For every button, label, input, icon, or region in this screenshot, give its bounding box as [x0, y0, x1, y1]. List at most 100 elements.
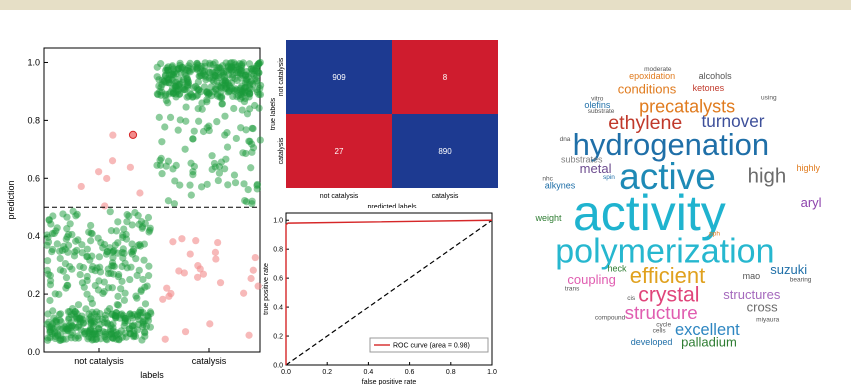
correct-prediction-point — [164, 197, 173, 205]
correct-prediction-point — [87, 237, 95, 245]
correct-prediction-point — [224, 88, 232, 96]
word-cloud-word: trans — [565, 285, 580, 292]
correct-prediction-point — [223, 129, 231, 137]
misclassified-point — [175, 267, 183, 275]
misclassified-point — [199, 270, 208, 278]
correct-prediction-point — [247, 164, 255, 172]
correct-prediction-point — [103, 248, 111, 256]
roc-curve-chart: 0.0 0.2 0.4 0.6 0.8 1.0 0.0 0.2 0.4 0.6 0.8 1.0 fals… — [263, 212, 497, 386]
correct-prediction-point — [46, 327, 54, 335]
misclassified-point — [77, 182, 85, 191]
x-axis-label: predicted labels — [367, 204, 417, 208]
correct-prediction-point — [186, 59, 194, 67]
misclassified-point — [193, 273, 202, 281]
correct-prediction-point — [212, 72, 220, 80]
correct-prediction-point — [65, 315, 73, 323]
correct-prediction-point — [122, 230, 130, 239]
misclassified-point — [214, 238, 222, 247]
correct-prediction-point — [155, 113, 163, 121]
word-cloud-word: nhc — [542, 176, 553, 183]
correct-prediction-point — [157, 154, 165, 162]
correct-prediction-point — [244, 186, 252, 194]
word-cloud-word: cis — [627, 295, 636, 302]
misclassified-point — [194, 262, 202, 270]
correct-prediction-point — [45, 216, 53, 224]
misclassified-point — [180, 269, 188, 277]
correct-prediction-point — [134, 320, 143, 329]
correct-prediction-point — [164, 157, 173, 165]
y-tick-label: 1.0 — [27, 57, 40, 67]
correct-prediction-point — [100, 288, 108, 296]
correct-prediction-point — [174, 126, 182, 134]
misclassified-point — [169, 238, 177, 246]
word-cloud-word: vitro — [591, 95, 604, 102]
correct-prediction-point — [205, 122, 213, 130]
correct-prediction-point — [218, 100, 226, 108]
correct-prediction-point — [130, 245, 138, 253]
misclassified-point — [211, 248, 220, 256]
correct-prediction-point — [195, 117, 203, 125]
chance-line — [285, 219, 493, 366]
correct-prediction-point — [181, 145, 189, 153]
word-cloud-panel: activity active polymerization hydrogenatio… — [520, 42, 850, 378]
correct-prediction-point — [119, 312, 128, 320]
prediction-scatter-chart: 0.0 0.2 0.4 0.6 0.8 1.0 not catalysis catalysis… — [6, 47, 265, 380]
prediction-scatter-panel: 0.0 0.2 0.4 0.6 0.8 1.0 not catalysis catalysis… — [4, 44, 274, 380]
correct-prediction-point — [88, 336, 96, 344]
word-cloud-word: heck — [607, 263, 627, 273]
correct-prediction-point — [120, 249, 128, 257]
word-cloud-word: cycle — [656, 321, 671, 328]
correct-prediction-point — [186, 181, 194, 189]
correct-prediction-point — [76, 262, 84, 270]
correct-prediction-point — [85, 228, 93, 236]
correct-prediction-point — [101, 314, 109, 323]
correct-prediction-point — [187, 191, 195, 199]
correct-prediction-point — [141, 300, 150, 308]
correct-prediction-point — [46, 296, 54, 305]
confusion-cell-value: 909 — [332, 73, 346, 82]
correct-prediction-point — [43, 231, 51, 239]
word-cloud-word: turnover — [701, 111, 764, 131]
correct-prediction-point — [50, 229, 58, 238]
word-cloud-word: suzuki — [770, 262, 807, 277]
misclassified-point — [178, 235, 186, 243]
correct-prediction-point — [56, 254, 64, 263]
word-cloud-word: cells — [653, 327, 667, 334]
misclassified-point — [247, 274, 255, 283]
correct-prediction-point — [121, 259, 129, 267]
word-cloud-word: olefins — [584, 100, 611, 110]
correct-prediction-point — [139, 275, 147, 284]
misclassified-point — [109, 131, 117, 139]
correct-prediction-point — [57, 335, 65, 343]
correct-prediction-point — [43, 241, 51, 249]
correct-prediction-point — [198, 99, 206, 107]
word-cloud-word: aryl — [801, 195, 822, 210]
x-tick-label: 0.4 — [364, 369, 374, 376]
correct-prediction-point — [120, 322, 128, 330]
word-cloud-word: substrates — [561, 154, 603, 164]
word-cloud-word: spin — [603, 174, 615, 181]
misclassified-point — [245, 331, 253, 339]
correct-prediction-point — [123, 211, 131, 219]
word-cloud-word: compound — [595, 314, 626, 321]
correct-prediction-point — [87, 221, 95, 230]
correct-prediction-point — [106, 327, 115, 336]
correct-prediction-point — [239, 149, 247, 157]
word-cloud-word: pph — [709, 230, 720, 237]
correct-prediction-point — [169, 65, 178, 73]
correct-prediction-point — [138, 224, 146, 232]
correct-prediction-point — [58, 246, 66, 254]
misclassified-point — [186, 250, 194, 258]
word-cloud-word: alcohols — [699, 71, 733, 81]
word-cloud-word: high — [748, 165, 787, 187]
word-cloud-word: ketones — [693, 83, 725, 93]
misclassified-point — [108, 157, 117, 165]
correct-prediction-point — [205, 74, 213, 82]
correct-prediction-point — [51, 317, 59, 325]
correct-prediction-point — [170, 200, 178, 208]
y-axis-label: true labels — [270, 97, 277, 130]
correct-prediction-point — [108, 259, 117, 267]
correct-prediction-point — [112, 227, 121, 235]
y-tick-label: 1.0 — [273, 218, 283, 225]
